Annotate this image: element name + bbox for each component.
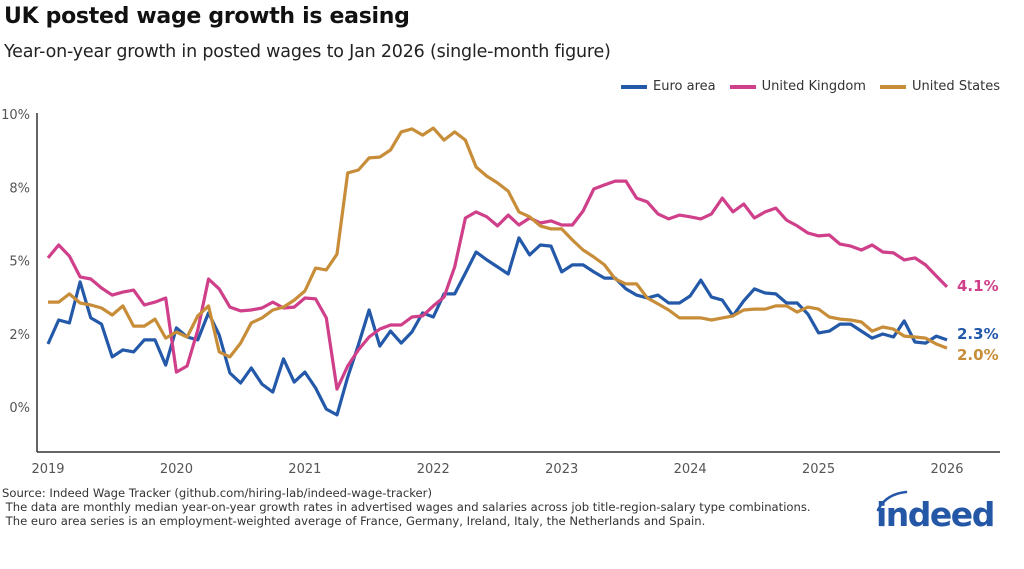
y-tick-label: 10%: [1, 108, 30, 123]
chart-title: UK posted wage growth is easing: [4, 4, 410, 29]
x-tick-label: 2022: [417, 462, 450, 477]
y-tick-label: 5%: [9, 255, 30, 270]
legend-swatch-united-states: [879, 84, 906, 89]
legend-item-united-states: United States: [879, 79, 1000, 94]
x-tick-label: 2019: [31, 462, 64, 477]
source-text: Source: Indeed Wage Tracker (github.com/…: [2, 486, 432, 500]
x-tick-label: 2023: [545, 462, 578, 477]
legend-item-united-kingdom: United Kingdom: [729, 79, 866, 94]
note-text-2: The euro area series is an employment-we…: [2, 514, 706, 528]
indeed-logo: indeed: [872, 488, 1004, 536]
y-tick-label: 0%: [9, 401, 30, 416]
end-label-united-kingdom: 4.1%: [957, 277, 999, 295]
series-line-united-kingdom: [46, 179, 949, 391]
legend-item-euro-area: Euro area: [621, 79, 716, 94]
series-line-united-states: [48, 126, 948, 359]
x-tick-label: 2026: [930, 462, 963, 477]
legend-swatch-euro-area: [621, 84, 648, 89]
legend-label-euro-area: Euro area: [653, 79, 716, 94]
note-text-1: The data are monthly median year-on-year…: [2, 500, 811, 514]
legend-label-united-kingdom: United Kingdom: [761, 79, 866, 94]
end-label-euro-area: 2.3%: [957, 325, 999, 343]
y-tick-label: 8%: [9, 181, 30, 196]
x-tick-label: 2024: [674, 462, 707, 477]
end-label-united-states: 2.0%: [957, 346, 999, 364]
x-tick-label: 2025: [802, 462, 835, 477]
x-tick-label: 2020: [160, 462, 193, 477]
chart-footer: Source: Indeed Wage Tracker (github.com/…: [2, 486, 811, 528]
legend-label-united-states: United States: [911, 79, 1000, 94]
chart-subtitle: Year-on-year growth in posted wages to J…: [4, 42, 611, 62]
legend-swatch-united-kingdom: [729, 84, 756, 89]
y-tick-label: 2%: [9, 328, 30, 343]
series-line-euro-area: [46, 236, 948, 417]
svg-text:indeed: indeed: [876, 495, 994, 532]
legend: Euro area United Kingdom United States: [621, 79, 1000, 94]
x-tick-label: 2021: [288, 462, 321, 477]
